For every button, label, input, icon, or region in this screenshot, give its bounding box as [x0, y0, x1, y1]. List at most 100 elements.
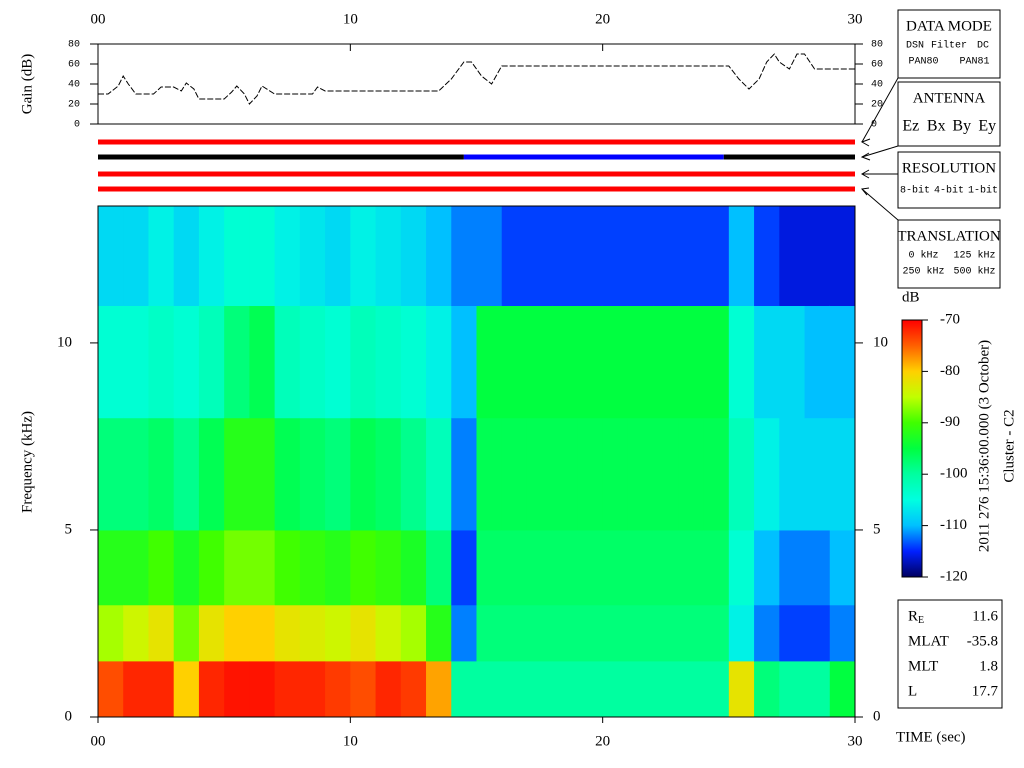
spectrogram-cell — [804, 417, 831, 531]
spectrogram-cell — [173, 206, 200, 307]
arrowhead — [860, 138, 871, 147]
spectrogram-cell — [350, 206, 377, 307]
spectrogram-cell — [501, 529, 528, 606]
orbit-box — [897, 599, 1003, 709]
spectrogram-cell — [375, 604, 402, 662]
spectrogram-cell — [249, 660, 276, 718]
spectrogram-cell — [451, 604, 477, 662]
spectrogram-cell — [148, 206, 175, 307]
colorbar-tick-label: -120 — [940, 568, 968, 584]
spectrogram-cell — [325, 604, 351, 662]
spectrogram-cell — [123, 417, 149, 531]
spectrogram-cell — [299, 417, 326, 531]
spectrogram-cell — [350, 305, 377, 419]
spectrogram-cell — [703, 604, 730, 662]
colorbar — [901, 319, 923, 578]
spectrogram-cell — [224, 305, 250, 419]
spectrogram-cell — [98, 206, 124, 307]
y-tick-label: 0 — [873, 708, 881, 724]
spectrogram-cell — [426, 529, 452, 606]
spectrogram-cell — [299, 604, 326, 662]
y-tick-label: 0 — [871, 120, 877, 131]
spectrogram-cell — [653, 604, 679, 662]
spectrogram-cell — [653, 305, 679, 419]
y-tick-label: 20 — [68, 100, 80, 111]
spectrogram-cell — [173, 604, 200, 662]
spectrogram-cell — [678, 206, 705, 307]
legend-item: DSN — [906, 41, 924, 52]
spectrogram-cell — [123, 529, 149, 606]
legend-item: 0 kHz — [908, 250, 938, 262]
spectrogram-cell — [703, 305, 730, 419]
spectrogram-cell — [804, 206, 831, 307]
legend-item: Ey — [978, 118, 996, 135]
spectrogram-cell — [148, 417, 175, 531]
spectrogram-cell — [577, 604, 604, 662]
spectrogram-cell — [552, 417, 578, 531]
spectrogram-cell — [198, 529, 225, 606]
spectrogram-cell — [526, 529, 553, 606]
x-tick-label: 20 — [595, 733, 610, 749]
spacecraft: Cluster - C2 — [1001, 409, 1017, 482]
spectrogram-cell — [249, 604, 276, 662]
legend-item: 8-bit — [900, 185, 930, 197]
spectrogram-cell — [779, 305, 806, 419]
spectrogram-cell — [754, 417, 780, 531]
spectrogram-cell — [476, 529, 503, 606]
spectrogram — [98, 206, 856, 718]
spectrogram-cell — [754, 660, 780, 718]
spectrogram-cell — [501, 206, 528, 307]
spectrogram-cell — [148, 305, 175, 419]
timestamp: 2011 276 15:36:00.000 (3 October) — [976, 340, 992, 552]
spectrogram-cell — [224, 417, 250, 531]
spectrogram-cell — [577, 660, 604, 718]
legend-box — [897, 81, 1001, 147]
spectrogram-cell — [400, 305, 427, 419]
spectrogram-cell — [325, 417, 351, 531]
spectrogram-cell — [173, 660, 200, 718]
spectrogram-cell — [400, 604, 427, 662]
legend-item: 500 kHz — [953, 266, 995, 278]
spectrogram-cell — [602, 206, 629, 307]
spectrogram-cell — [653, 206, 679, 307]
legend-item: PAN81 — [959, 57, 989, 68]
spectrogram-cell — [804, 660, 831, 718]
orbit-value: 11.6 — [972, 608, 998, 624]
legend-title: ANTENNA — [913, 90, 986, 106]
spectrogram-cell — [375, 660, 402, 718]
spectrogram-cell — [299, 206, 326, 307]
spectrogram-cell — [476, 305, 503, 419]
spectrogram-cell — [678, 529, 705, 606]
spectrogram-cell — [173, 305, 200, 419]
connector — [861, 188, 899, 221]
spectrogram-cell — [350, 529, 377, 606]
y-tick-label: 60 — [68, 60, 80, 71]
mode-bar-segment — [98, 186, 855, 192]
spectrogram-cell — [426, 206, 452, 307]
legend-item: 125 kHz — [953, 250, 995, 262]
spectrogram-cell — [779, 417, 806, 531]
spectrogram-cell — [526, 660, 553, 718]
spectrogram-cell — [602, 604, 629, 662]
spectrogram-cell — [224, 206, 250, 307]
spectrogram-cell — [501, 660, 528, 718]
colorbar-tick-label: -90 — [940, 414, 960, 430]
spectrogram-cell — [198, 604, 225, 662]
spectrogram-cell — [451, 660, 477, 718]
orbit-value: 17.7 — [972, 683, 999, 699]
spectrogram-cell — [552, 660, 578, 718]
legend-box — [897, 9, 1001, 79]
mode-bar-segment — [723, 154, 855, 160]
gain-axis-label: Gain (dB) — [19, 54, 35, 114]
spectrogram-cell — [148, 529, 175, 606]
y-tick-label: 80 — [871, 40, 883, 51]
spectrogram-cell — [779, 529, 806, 606]
connectors — [860, 77, 899, 221]
spectrogram-cell — [779, 604, 806, 662]
spectrogram-cell — [703, 660, 730, 718]
spectrogram-cell — [678, 660, 705, 718]
spectrogram-cell — [224, 529, 250, 606]
spectrogram-cell — [173, 417, 200, 531]
spectrogram-cell — [325, 529, 351, 606]
spectrogram-cell — [98, 660, 124, 718]
